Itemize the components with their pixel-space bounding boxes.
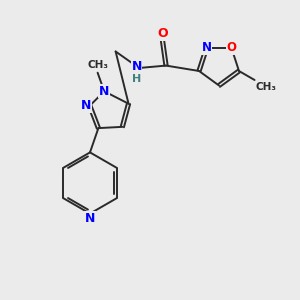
Text: N: N: [202, 41, 212, 54]
Text: O: O: [226, 41, 236, 54]
Text: H: H: [132, 74, 141, 84]
Text: N: N: [131, 60, 142, 73]
Text: CH₃: CH₃: [87, 60, 108, 70]
Text: N: N: [81, 99, 92, 112]
Text: O: O: [157, 27, 168, 40]
Text: N: N: [85, 212, 95, 225]
Text: CH₃: CH₃: [256, 82, 277, 92]
Text: N: N: [99, 85, 110, 98]
